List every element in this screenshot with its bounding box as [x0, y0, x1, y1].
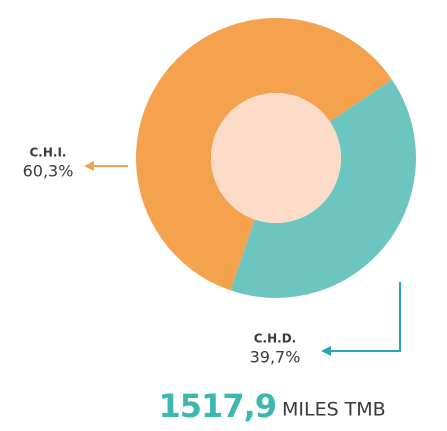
value-label: 60,3% [23, 162, 74, 181]
donut-hole [211, 93, 341, 223]
category-label: C.H.I. [30, 146, 67, 160]
arrow [328, 282, 401, 352]
total-unit: MILES TMB [282, 399, 386, 421]
arrow-head [84, 161, 94, 171]
total-value: 1517,9 [159, 387, 276, 425]
donut-segment [136, 18, 393, 291]
arrow-head [321, 346, 331, 356]
value-label: 39,7% [250, 348, 301, 367]
category-label: C.H.D. [254, 332, 297, 346]
donut-segment [230, 79, 417, 299]
